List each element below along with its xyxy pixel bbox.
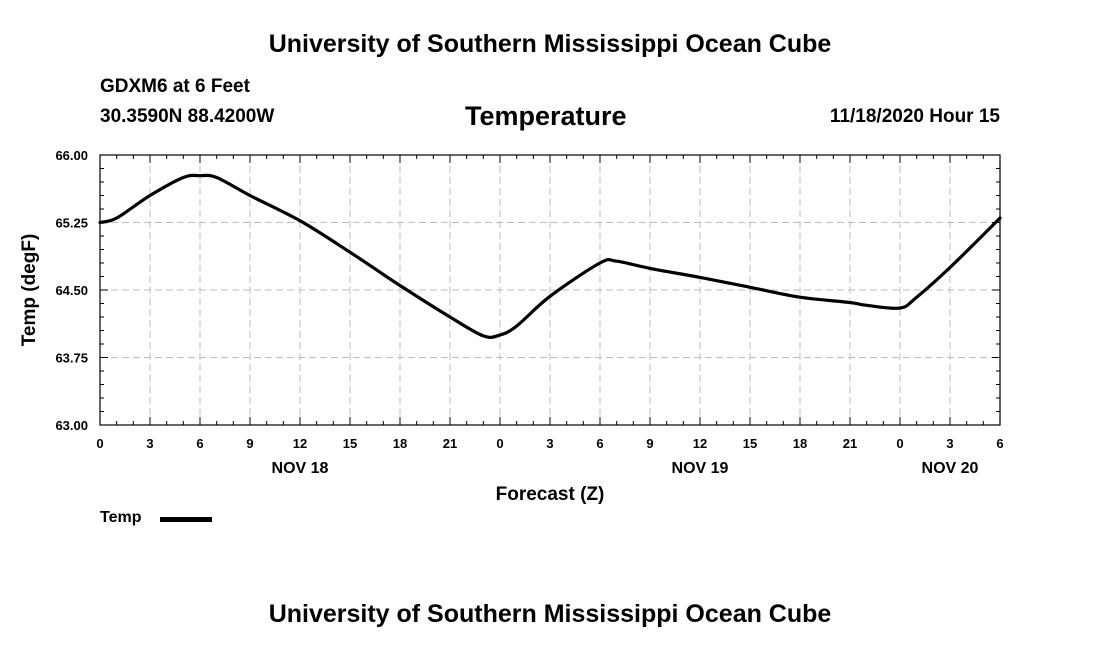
y-axis-label: Temp (degF) bbox=[19, 234, 40, 347]
date-label: NOV 18 bbox=[272, 460, 329, 477]
x-tick-label: 9 bbox=[646, 436, 653, 451]
plot-title: Temperature bbox=[465, 101, 627, 131]
x-tick-label: 12 bbox=[693, 436, 707, 451]
x-tick-label: 6 bbox=[996, 436, 1003, 451]
x-axis-label: Forecast (Z) bbox=[496, 484, 605, 505]
x-tick-label: 18 bbox=[793, 436, 807, 451]
station-coordinates: 30.3590N 88.4200W bbox=[100, 106, 275, 127]
x-tick-label: 15 bbox=[343, 436, 357, 451]
x-tick-label: 9 bbox=[246, 436, 253, 451]
x-tick-label: 18 bbox=[393, 436, 407, 451]
y-tick-label: 63.75 bbox=[55, 351, 88, 366]
station-name: GDXM6 at 6 Feet bbox=[100, 76, 250, 97]
x-tick-label: 12 bbox=[293, 436, 307, 451]
y-tick-label: 63.00 bbox=[55, 418, 88, 433]
x-tick-label: 0 bbox=[496, 436, 503, 451]
date-label: NOV 20 bbox=[922, 460, 979, 477]
x-tick-label: 0 bbox=[96, 436, 103, 451]
y-tick-label: 65.25 bbox=[55, 216, 88, 231]
x-tick-label: 6 bbox=[596, 436, 603, 451]
x-tick-label: 3 bbox=[546, 436, 553, 451]
footer-title: University of Southern Mississippi Ocean… bbox=[268, 600, 832, 628]
forecast-datetime: 11/18/2020 Hour 15 bbox=[829, 106, 1000, 127]
series-line-temp bbox=[98, 173, 1002, 339]
y-tick-label: 66.00 bbox=[55, 148, 88, 163]
y-tick-label: 64.50 bbox=[55, 283, 88, 298]
date-label: NOV 19 bbox=[672, 460, 729, 477]
x-tick-label: 21 bbox=[843, 436, 857, 451]
plot-frame bbox=[99, 154, 1001, 426]
x-tick-label: 0 bbox=[896, 436, 903, 451]
x-tick-label: 3 bbox=[146, 436, 153, 451]
legend-label: Temp bbox=[100, 509, 142, 526]
x-tick-label: 6 bbox=[196, 436, 203, 451]
x-tick-label: 15 bbox=[743, 436, 757, 451]
x-tick-label: 21 bbox=[443, 436, 457, 451]
legend-line-swatch bbox=[160, 517, 212, 522]
header-title: University of Southern Mississippi Ocean… bbox=[268, 30, 832, 58]
x-tick-label: 3 bbox=[946, 436, 953, 451]
